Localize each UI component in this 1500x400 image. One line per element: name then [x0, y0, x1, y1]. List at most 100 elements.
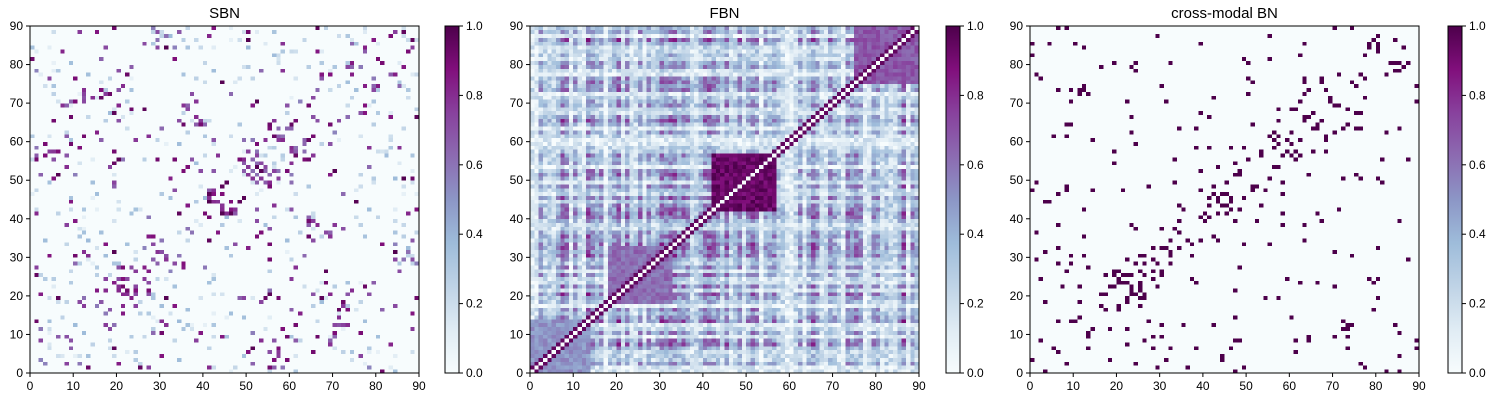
heatmap-cell — [324, 203, 329, 207]
heatmap-cell — [134, 277, 139, 281]
heatmap-cell — [34, 173, 39, 177]
heatmap-cell — [255, 304, 260, 308]
heatmap-cell — [138, 157, 143, 161]
heatmap-cell — [263, 261, 268, 265]
heatmap-cell — [376, 234, 381, 238]
heatmap-cell — [350, 165, 355, 169]
heatmap-cell — [246, 307, 251, 311]
heatmap-cell — [56, 165, 61, 169]
heatmap-cell — [328, 184, 333, 188]
heatmap-cell — [103, 315, 108, 319]
heatmap-cell — [358, 180, 363, 184]
heatmap-cell — [47, 350, 52, 354]
heatmap-cell — [298, 304, 303, 308]
heatmap-cell — [246, 242, 251, 246]
heatmap-cell — [307, 207, 312, 211]
heatmap-cell — [160, 327, 165, 331]
heatmap-cell — [341, 334, 346, 338]
heatmap-cell — [402, 180, 407, 184]
heatmap-cell — [237, 169, 242, 173]
heatmap-cell — [285, 188, 290, 192]
heatmap-cell — [86, 350, 91, 354]
heatmap-cell — [285, 161, 290, 165]
heatmap-cell — [69, 265, 74, 269]
heatmap-cell — [56, 161, 61, 165]
heatmap-cell — [43, 284, 48, 288]
heatmap-cell — [194, 257, 199, 261]
heatmap-cell — [173, 265, 178, 269]
heatmap-cell — [259, 365, 264, 369]
heatmap-cell — [65, 342, 70, 346]
heatmap-cell — [220, 277, 225, 281]
heatmap-cell — [220, 211, 225, 215]
heatmap-cell — [95, 342, 100, 346]
heatmap-cell — [194, 180, 199, 184]
heatmap-cell — [354, 219, 359, 223]
heatmap-cell — [95, 300, 100, 304]
heatmap-cell — [82, 261, 87, 265]
heatmap-cell — [229, 304, 234, 308]
heatmap-cell — [371, 296, 376, 300]
heatmap-cell — [168, 327, 173, 331]
heatmap-cell — [69, 361, 74, 365]
heatmap-cell — [73, 331, 78, 335]
heatmap-cell — [263, 180, 268, 184]
heatmap-cell — [384, 327, 389, 331]
heatmap-cell — [302, 342, 307, 346]
heatmap-cell — [125, 292, 130, 296]
heatmap-cell — [289, 354, 294, 358]
heatmap-cell — [237, 292, 242, 296]
heatmap-cell — [350, 211, 355, 215]
heatmap-cell — [91, 223, 96, 227]
heatmap-cell — [194, 176, 199, 180]
heatmap-cell — [276, 165, 281, 169]
heatmap-cell — [376, 211, 381, 215]
heatmap-cell — [263, 242, 268, 246]
heatmap-cell — [242, 203, 247, 207]
heatmap-cell — [337, 342, 342, 346]
heatmap-cell — [108, 165, 113, 169]
heatmap-cell — [242, 284, 247, 288]
heatmap-cell — [410, 180, 415, 184]
heatmap-cell — [134, 246, 139, 250]
heatmap-cell — [397, 265, 402, 269]
heatmap-cell — [99, 180, 104, 184]
heatmap-cell — [402, 223, 407, 227]
heatmap-cell — [216, 280, 221, 284]
heatmap-cell — [225, 323, 230, 327]
heatmap-cell — [367, 188, 372, 192]
heatmap-cell — [47, 304, 52, 308]
heatmap-cell — [346, 354, 351, 358]
heatmap-cell — [328, 319, 333, 323]
heatmap-cell — [350, 215, 355, 219]
heatmap-cell — [173, 304, 178, 308]
heatmap-cell — [285, 246, 290, 250]
heatmap-cell — [134, 226, 139, 230]
heatmap-cell — [177, 180, 182, 184]
heatmap-cell — [250, 226, 255, 230]
heatmap-cell — [173, 300, 178, 304]
heatmap-cell — [389, 230, 394, 234]
heatmap-cell — [155, 234, 160, 238]
heatmap-cell — [371, 323, 376, 327]
heatmap-cell — [220, 192, 225, 196]
heatmap-cell — [380, 315, 385, 319]
heatmap-cell — [311, 323, 316, 327]
heatmap-cell — [116, 246, 121, 250]
heatmap-cell — [237, 265, 242, 269]
heatmap-cell — [276, 238, 281, 242]
heatmap-cell — [229, 361, 234, 365]
heatmap-cell — [246, 215, 251, 219]
heatmap-cell — [121, 327, 126, 331]
heatmap-cell — [233, 292, 238, 296]
heatmap-cell — [73, 234, 78, 238]
heatmap-cell — [203, 300, 208, 304]
heatmap-cell — [60, 334, 65, 338]
heatmap-cell — [52, 358, 57, 362]
heatmap-cell — [207, 219, 212, 223]
heatmap-cell — [78, 200, 83, 204]
heatmap-cell — [129, 200, 134, 204]
heatmap-cell — [242, 277, 247, 281]
heatmap-cell — [272, 296, 277, 300]
heatmap-cell — [410, 211, 415, 215]
